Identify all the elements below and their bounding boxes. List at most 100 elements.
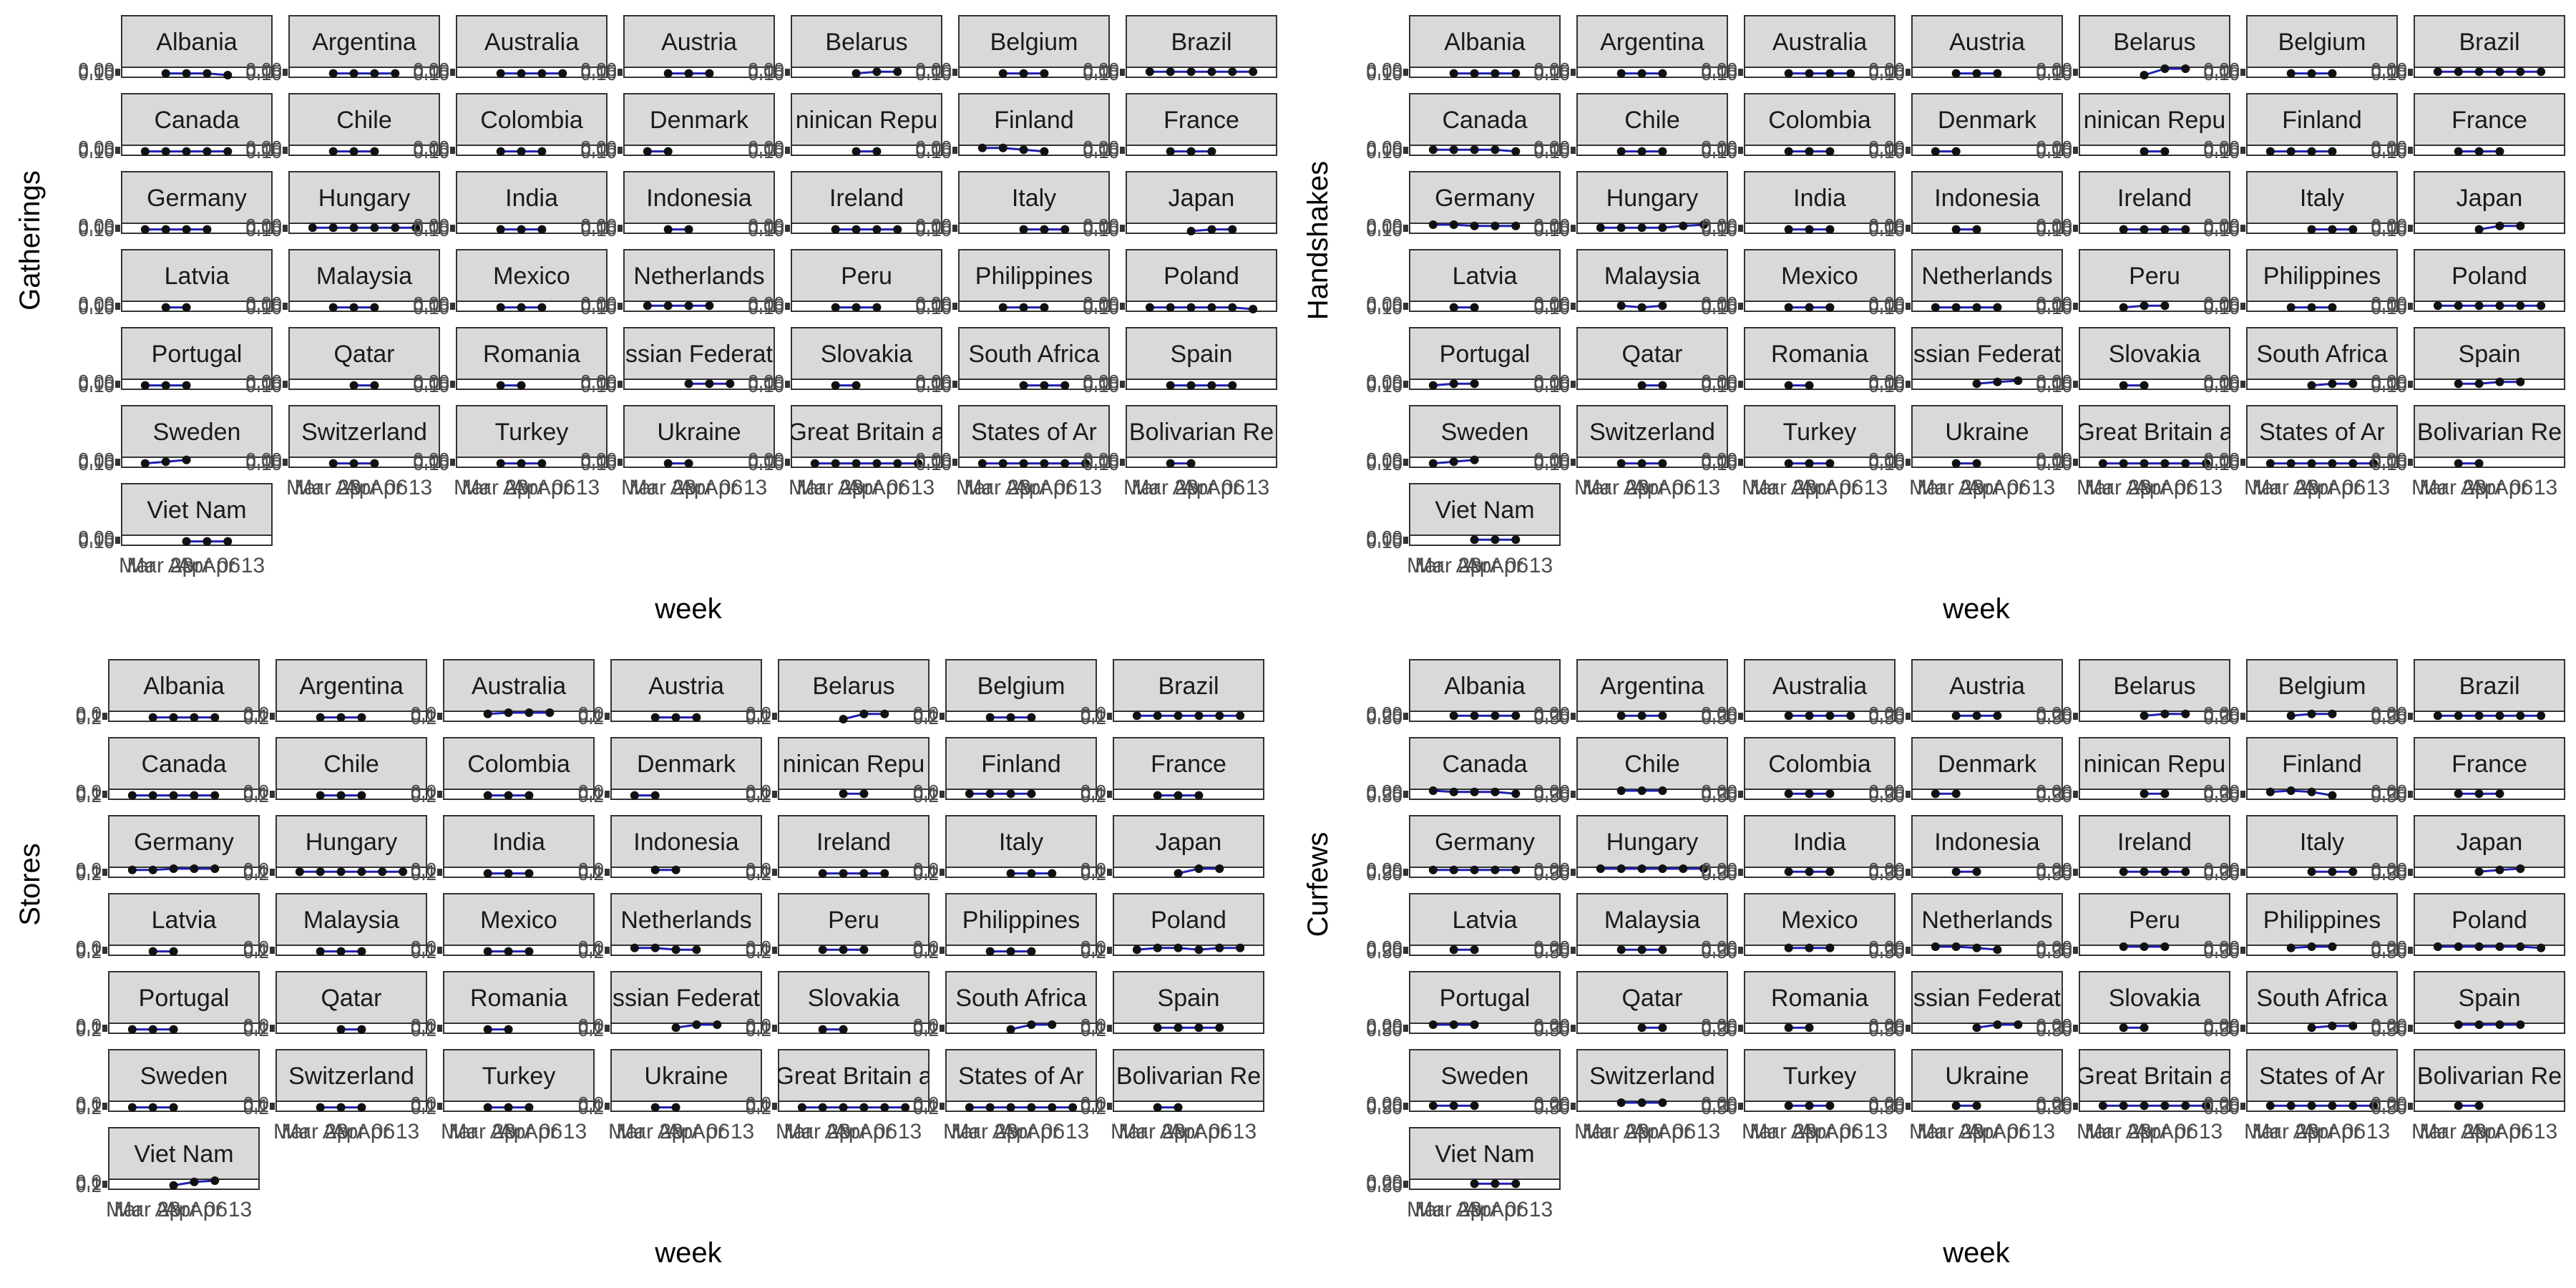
y-tick-marks: [1906, 869, 1911, 876]
data-point: [2474, 1101, 2484, 1111]
data-point: [2286, 459, 2296, 468]
y-tick-label: 0.50: [1366, 785, 1402, 806]
x-tick-label: Mar: [2411, 476, 2449, 499]
facet-panel: [2246, 711, 2398, 722]
x-tick-label: Mar: [1909, 476, 1946, 499]
y-tick-label: 0.50: [2371, 941, 2407, 962]
data-point: [1207, 67, 1216, 77]
data-point: [2014, 376, 2023, 385]
facet-strip: [1409, 659, 1561, 712]
facet-strip: [623, 249, 775, 302]
y-tick-label: 0.0: [1080, 1015, 1106, 1036]
data-point: [1449, 945, 1458, 955]
facet-panel: [945, 1101, 1097, 1112]
facet-strip-label: Belarus: [2113, 673, 2195, 700]
y-tick-marks: [1571, 69, 1576, 76]
x-tick-label: Apr 13: [2327, 1120, 2390, 1143]
y-tick-label: 0.50: [1366, 1097, 1402, 1118]
y-tick-label: 0.05: [1701, 139, 1737, 160]
data-point: [1972, 69, 1981, 78]
y-tick-label: 0.00: [915, 449, 952, 470]
data-point: [1825, 1101, 1835, 1111]
x-tick-label: Mar: [2244, 476, 2281, 499]
y-tick-marks: [1120, 225, 1125, 232]
facet-strip-label: Slovakia: [808, 985, 900, 1012]
data-point: [2307, 147, 2316, 156]
data-point: [504, 869, 513, 878]
y-tick-label: 0.25: [2371, 705, 2407, 726]
y-tick-label: 0.50: [2371, 863, 2407, 884]
data-point: [1825, 69, 1835, 78]
data-point: [839, 789, 848, 799]
y-tick-label: 0.05: [915, 295, 952, 316]
facet-strip-label: Brazil: [2459, 29, 2519, 56]
y-tick-marks: [1403, 303, 1408, 310]
y-tick-label: 0.05: [2036, 61, 2072, 82]
facet-panel: [275, 789, 427, 800]
x-tick-label: Apr: [168, 554, 202, 577]
y-tick-label: 0.00: [1868, 137, 1905, 158]
data-point: [370, 381, 379, 390]
y-tick-label: 0.05: [78, 373, 114, 394]
data-point: [852, 225, 861, 234]
data-point: [1931, 942, 1940, 951]
y-tick-label: 0.10: [413, 63, 449, 84]
x-tick-label: Mar 23: [1917, 476, 1984, 499]
data-point: [985, 1103, 995, 1112]
facet-strip-label: Latvia: [152, 907, 217, 934]
facet-strip-label: Colombia: [480, 107, 583, 134]
data-point: [2160, 1101, 2170, 1111]
data-point: [998, 143, 1008, 152]
y-tick-label: 0.05: [2036, 451, 2072, 472]
y-tick-label: 0.25: [2203, 1095, 2240, 1116]
data-point: [223, 537, 233, 546]
facet-panel: [2079, 145, 2230, 156]
data-point: [1637, 1098, 1646, 1107]
y-tick-marks: [2408, 713, 2413, 720]
y-tick-marks: [102, 1025, 107, 1032]
facet-strip-label: Portugal: [139, 985, 230, 1012]
x-tick-label: Mar: [1574, 476, 1611, 499]
facet-strip-label: Bolivarian Re: [2417, 1063, 2562, 1090]
y-tick-label: 0.10: [915, 453, 952, 474]
y-tick-label: 0.1: [578, 783, 604, 804]
facet-panel: [1911, 1023, 2063, 1034]
y-tick-label: 0.10: [1701, 453, 1737, 474]
facet-strip-label: Poland: [1163, 263, 1239, 290]
facet-strip-label: Denmark: [1938, 107, 2037, 134]
facet-panel: [945, 711, 1097, 722]
y-tick-label: 0.05: [1533, 295, 1570, 316]
data-point: [1658, 223, 1667, 233]
data-point: [1228, 381, 1237, 390]
y-tick-marks: [772, 947, 777, 954]
data-point: [1470, 1179, 1479, 1189]
facet-strip: [121, 405, 273, 458]
data-point: [2516, 377, 2525, 386]
y-tick-marks: [952, 381, 957, 388]
y-tick-label: 0.00: [2371, 859, 2407, 880]
data-point: [2140, 71, 2149, 79]
y-tick-label: 0.10: [2203, 453, 2240, 474]
data-point: [210, 1176, 220, 1185]
x-tick-label: Mar 23: [2084, 1120, 2151, 1143]
data-point: [1931, 303, 1940, 312]
data-point: [1637, 1023, 1646, 1033]
x-tick-label: Mar: [454, 476, 491, 499]
data-point: [2495, 301, 2504, 311]
y-tick-label: 0.00: [748, 137, 784, 158]
y-tick-label: 0.05: [2036, 373, 2072, 394]
facet-strip-label: Switzerland: [1589, 419, 1715, 446]
facet-strip-label: Indonesia: [1934, 829, 2040, 856]
y-tick-label: 0.10: [1366, 63, 1402, 84]
